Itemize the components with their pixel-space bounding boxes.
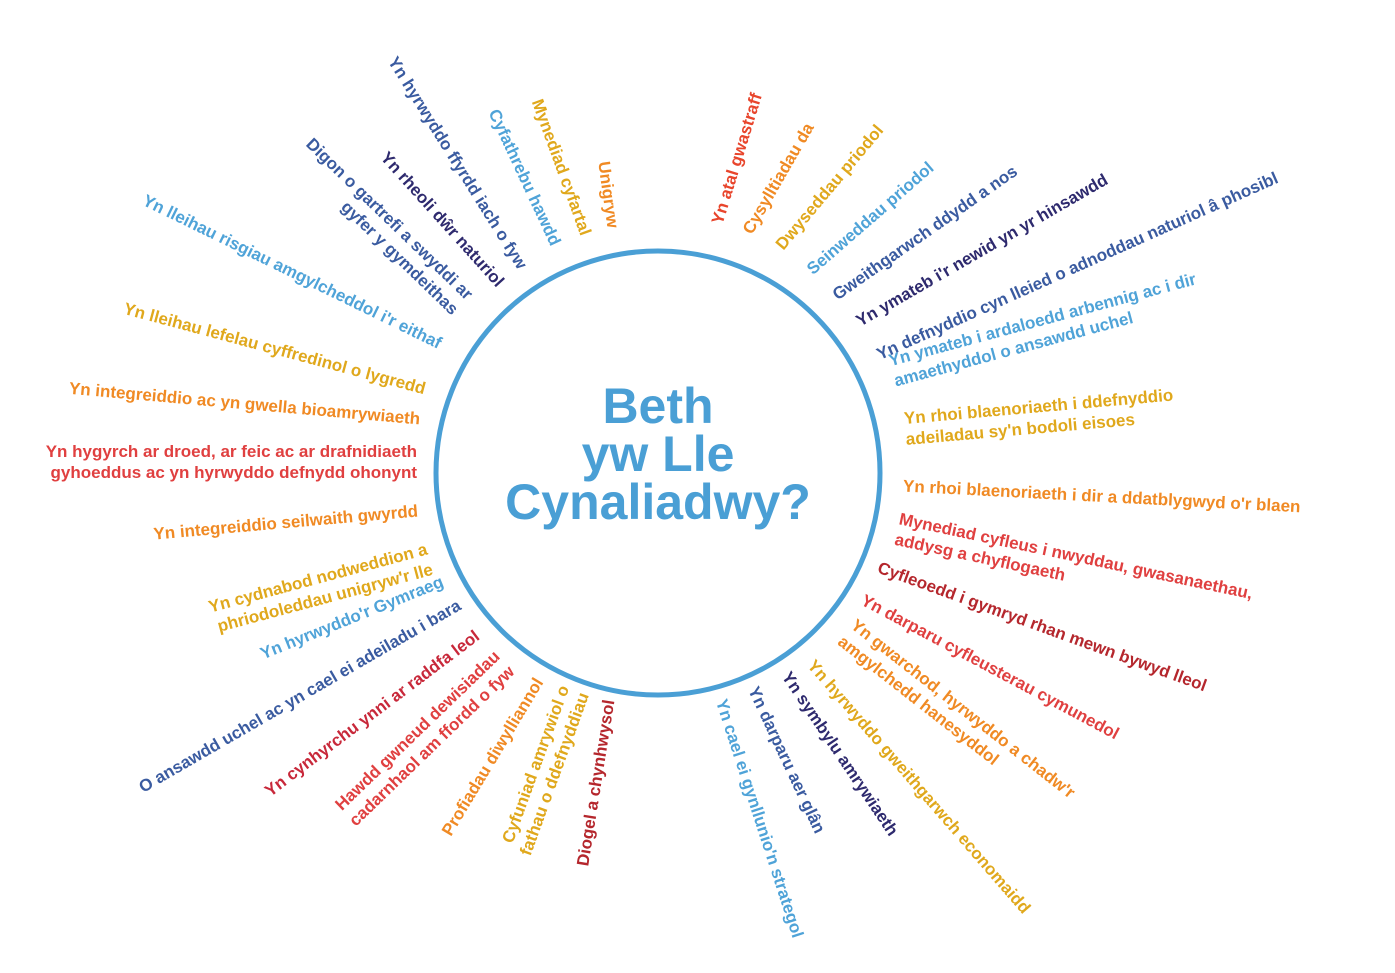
item-text: Yn rhoi blaenoriaeth i dir a ddatblygwyd… bbox=[903, 476, 1301, 516]
title-line: Cynaliadwy? bbox=[505, 474, 811, 530]
radial-item: Yn hygyrch ar droed, ar feic ac ar drafn… bbox=[46, 442, 418, 482]
item-text: Unigryw bbox=[594, 160, 622, 230]
item-text: Yn cael ei gynllunio'n strategol bbox=[712, 697, 807, 940]
item-text: Yn hygyrch ar droed, ar feic ac ar drafn… bbox=[46, 442, 417, 461]
item-text: Yn integreiddio ac yn gwella bioamrywiae… bbox=[68, 379, 421, 429]
radial-item: Mynediad cyfleus i nwyddau, gwasanaethau… bbox=[893, 509, 1254, 603]
radial-item: Unigryw bbox=[594, 160, 622, 230]
center-circle bbox=[433, 248, 883, 698]
radial-item: Yn rhoi blaenoriaeth i ddefnyddioadeilad… bbox=[903, 386, 1174, 449]
title-line: Beth bbox=[602, 378, 713, 434]
radial-item: Yn cael ei gynllunio'n strategol bbox=[712, 697, 807, 940]
radial-item: Yn integreiddio seilwaith gwyrdd bbox=[153, 502, 419, 544]
title-line: yw Lle bbox=[582, 426, 735, 482]
item-text: Yn integreiddio seilwaith gwyrdd bbox=[153, 502, 419, 544]
radial-item: Yn rhoi blaenoriaeth i dir a ddatblygwyd… bbox=[903, 476, 1301, 516]
item-text: gyhoeddus ac yn hyrwyddo defnydd ohonynt bbox=[51, 463, 418, 482]
radial-item: Yn integreiddio ac yn gwella bioamrywiae… bbox=[68, 379, 421, 429]
